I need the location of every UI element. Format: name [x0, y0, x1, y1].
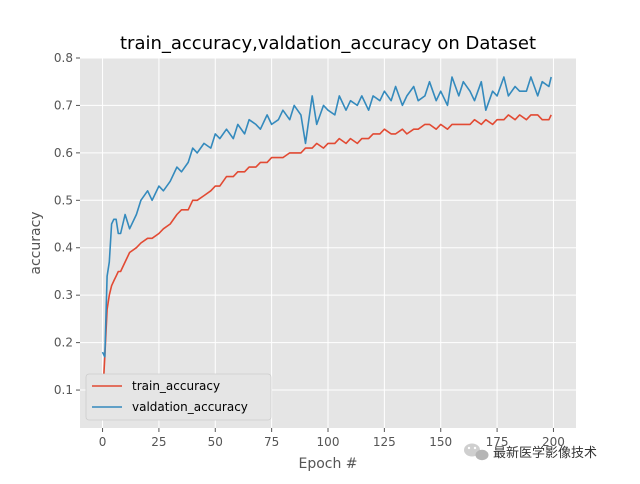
legend-label-validation: valdation_accuracy — [132, 400, 248, 414]
x-tick-label: 125 — [373, 435, 396, 449]
y-tick-label: 0.8 — [54, 51, 73, 65]
x-axis-label: Epoch # — [298, 456, 357, 472]
y-tick-label: 0.2 — [54, 336, 73, 350]
y-tick-label: 0.7 — [54, 98, 73, 112]
y-tick-label: 0.3 — [54, 288, 73, 302]
watermark: 最新医学影像技术 — [464, 443, 597, 461]
x-tick-label: 100 — [317, 435, 340, 449]
watermark-text: 最新医学影像技术 — [493, 445, 597, 461]
tick-layer: 0 25 50 75 100 125 150 175 200 0.1 0.2 0.3 0.4 0.5 0.6… — [54, 51, 565, 449]
x-tick-label: 50 — [208, 435, 223, 449]
x-tick-label: 150 — [429, 435, 452, 449]
series-line-valdation_accuracy — [101, 76, 552, 358]
legend: train_accuracy valdation_accuracy — [85, 373, 272, 421]
legend-label-train: train_accuracy — [132, 379, 220, 393]
wechat-icon — [464, 443, 489, 461]
y-axis-label: accuracy — [28, 211, 44, 274]
y-tick-label: 0.5 — [54, 193, 73, 207]
y-tick-label: 0.6 — [54, 146, 73, 160]
series-line-train_accuracy — [101, 114, 552, 400]
x-tick-label: 25 — [151, 435, 166, 449]
legend-box — [85, 373, 272, 421]
series-layer — [101, 76, 552, 400]
x-tick-label: 75 — [264, 435, 279, 449]
x-tick-label: 200 — [542, 435, 565, 449]
y-tick-label: 0.4 — [54, 241, 73, 255]
chart-title: train_accuracy,valdation_accuracy on Dat… — [120, 33, 536, 54]
x-tick-label: 0 — [99, 435, 107, 449]
x-tick-label: 175 — [486, 435, 509, 449]
y-tick-label: 0.1 — [54, 383, 73, 397]
